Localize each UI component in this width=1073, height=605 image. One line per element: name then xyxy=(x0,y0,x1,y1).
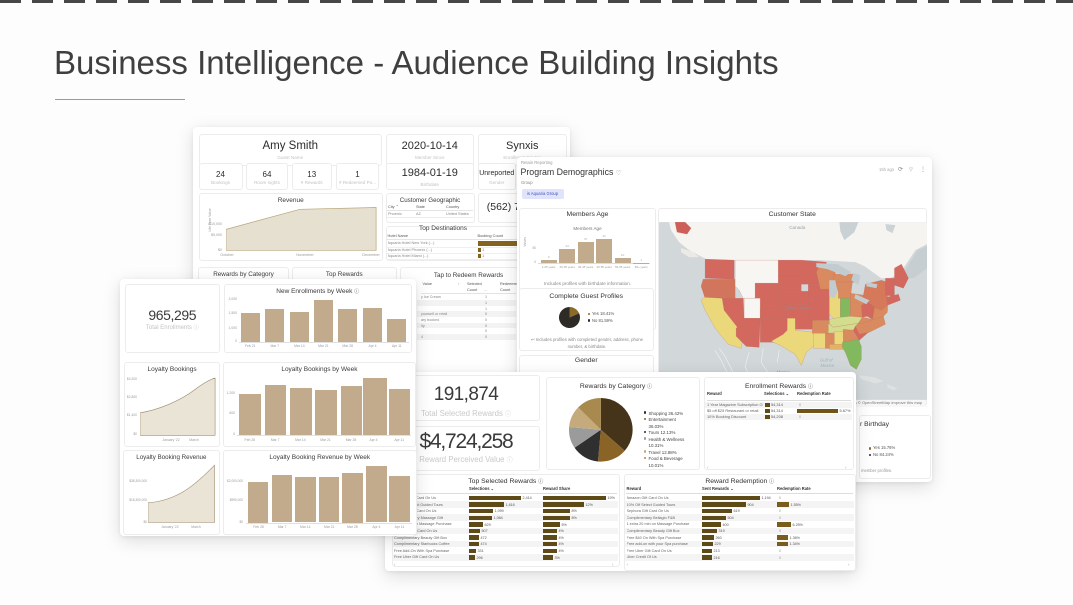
svg-text:United States: United States xyxy=(785,306,810,311)
svg-text:Mexico: Mexico xyxy=(776,369,790,374)
svg-text:Mexico: Mexico xyxy=(820,363,834,368)
svg-text:Gulf of: Gulf of xyxy=(819,357,832,362)
svg-text:Canada: Canada xyxy=(789,225,806,230)
